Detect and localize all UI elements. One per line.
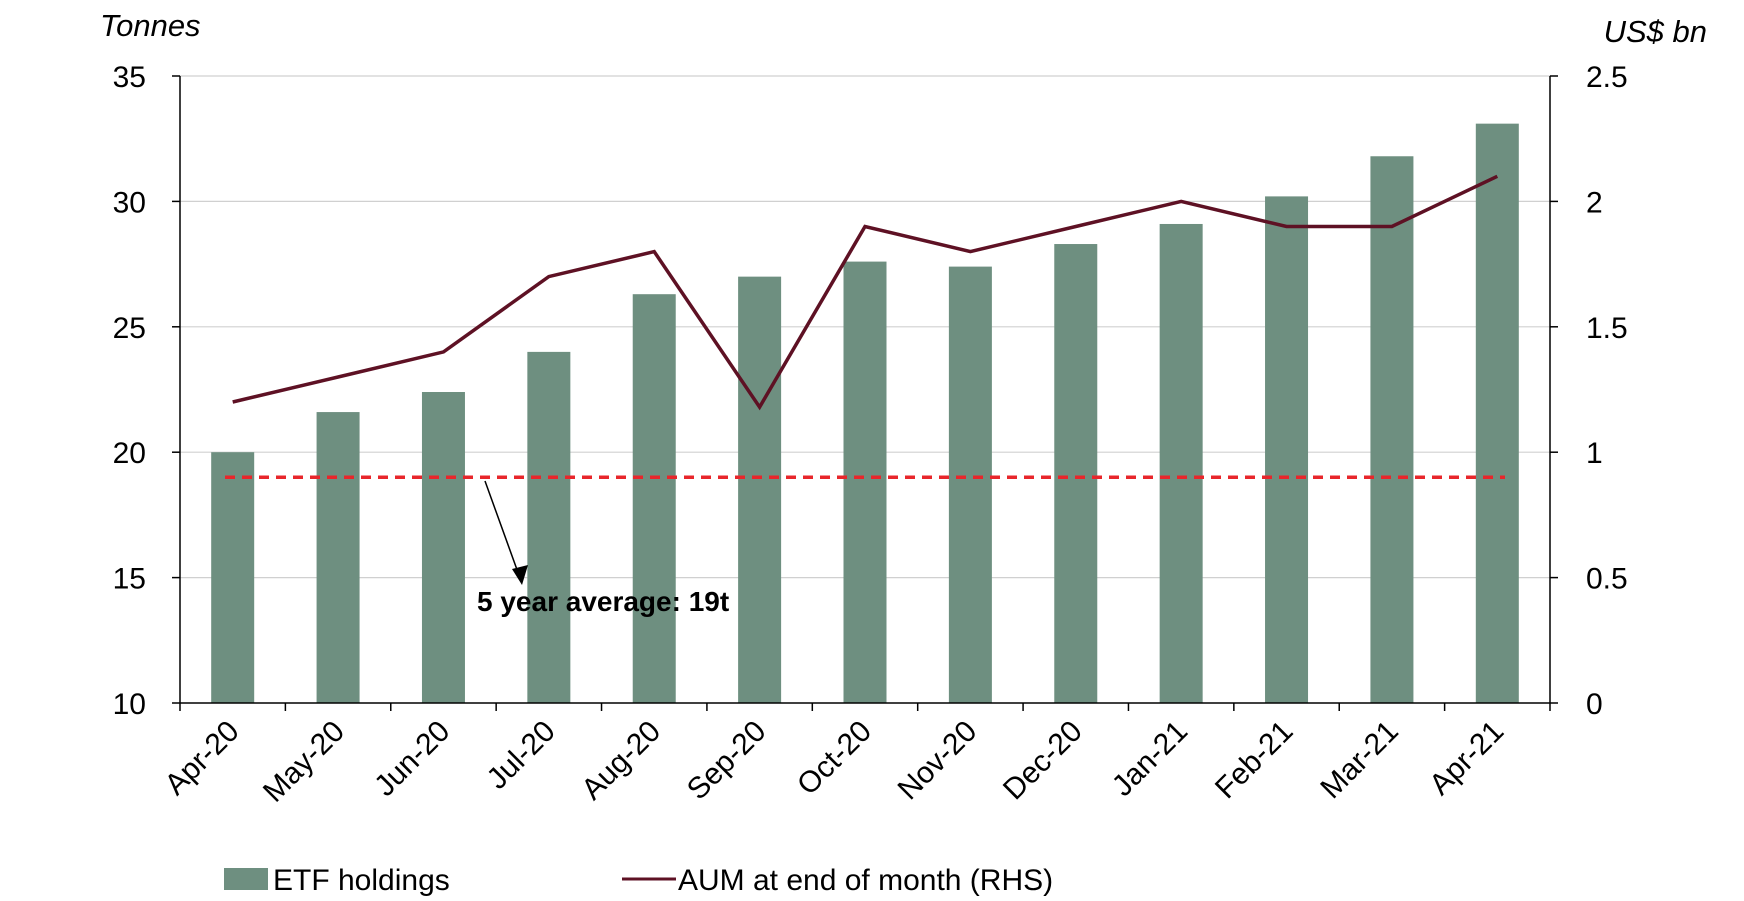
x-tick-label: Apr-20 [159,715,246,802]
legend: ETF holdings AUM at end of month (RHS) [224,864,1053,897]
x-axis-tick-labels: Apr-20 May-20 Jun-20 Jul-20 Aug-20 Sep-20 Oct-… [159,715,1511,809]
bar-jan-21 [1159,223,1203,704]
bar-oct-20 [843,261,887,703]
bar-aug-20 [632,294,676,703]
bar-apr-21 [1475,123,1519,704]
x-tick-label: Feb-21 [1209,715,1300,806]
left-tick-label: 20 [113,437,146,470]
annotation-arrowhead [512,565,528,585]
x-tick-label: Jul-20 [481,715,562,796]
bar-nov-20 [948,266,992,703]
right-tick-label: 0.5 [1586,563,1628,596]
left-tick-label: 10 [113,688,146,721]
bar-sep-20 [738,276,782,703]
x-tick-label: Mar-21 [1314,715,1405,806]
x-tick-label: Apr-21 [1423,715,1510,802]
left-tick-label: 15 [113,563,146,596]
annotation-arrow [484,480,521,579]
x-tick-label: Sep-20 [681,715,773,807]
axes [172,75,1558,711]
left-tick-label: 25 [113,312,146,345]
average-annotation-text: 5 year average: 19t [477,586,729,617]
legend-label-aum: AUM at end of month (RHS) [678,864,1053,897]
x-tick-label: Nov-20 [892,715,984,807]
x-tick-label: May-20 [257,715,351,809]
x-tick-label: Jan-21 [1106,715,1194,803]
bar-feb-21 [1265,196,1309,703]
right-tick-label: 0 [1586,688,1603,721]
left-tick-label: 35 [113,61,146,94]
x-tick-label: Jun-20 [368,715,456,803]
bar-apr-20 [211,452,255,703]
right-tick-label: 2.5 [1586,61,1628,94]
right-axis-unit: US$ bn [1604,14,1707,49]
right-tick-label: 1 [1586,437,1603,470]
right-tick-label: 1.5 [1586,312,1628,345]
line-series-aum [232,174,1499,411]
x-tick-label: Aug-20 [575,715,667,807]
average-annotation: 5 year average: 19t [477,480,729,617]
legend-label-etf-holdings: ETF holdings [273,864,450,897]
right-tick-label: 2 [1586,186,1603,219]
x-tick-label: Dec-20 [997,715,1089,807]
bar-may-20 [316,412,360,703]
left-axis-tick-labels: 10 15 20 25 30 35 [113,61,146,721]
bar-series-etf-holdings [211,123,1519,704]
left-axis-unit: Tonnes [100,8,201,43]
legend-swatch-etf-holdings [224,868,268,890]
bar-jul-20 [527,351,571,703]
left-tick-label: 30 [113,186,146,219]
right-axis-tick-labels: 0 0.5 1 1.5 2 2.5 [1586,61,1628,721]
x-tick-label: Oct-20 [791,715,878,802]
aum-line [232,174,1499,411]
bar-jun-20 [421,392,465,703]
bar-dec-20 [1054,244,1098,703]
bar-mar-21 [1370,156,1414,704]
